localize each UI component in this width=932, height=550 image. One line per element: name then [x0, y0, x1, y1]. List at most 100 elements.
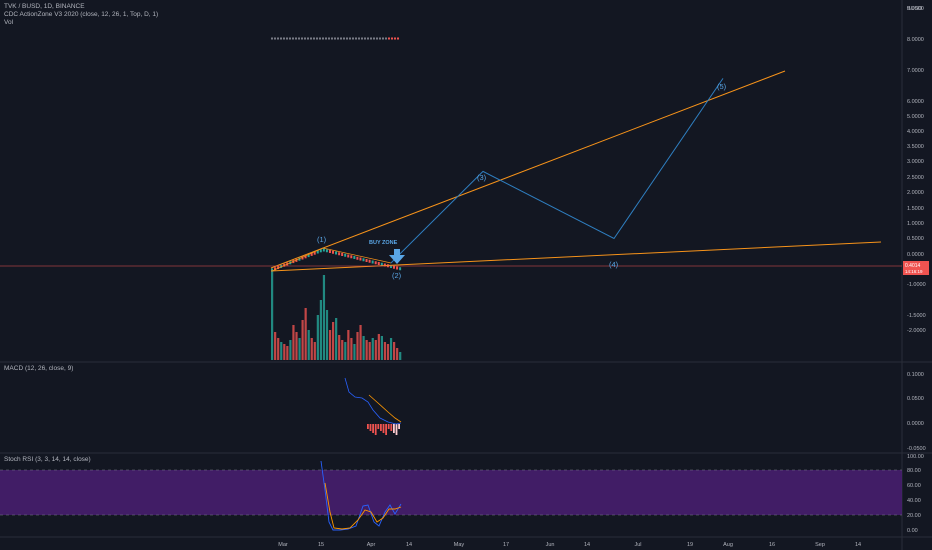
volume-bar — [295, 332, 298, 360]
volume-bar — [277, 338, 280, 360]
time-tick-label: 16 — [769, 542, 775, 548]
volume-bar — [310, 338, 313, 360]
price-tag-countdown: 14:16:19 — [905, 269, 923, 274]
signal-dot — [397, 37, 399, 40]
candle — [325, 249, 328, 253]
price-tick-label: 9.0000 — [907, 6, 924, 12]
volume-bar — [325, 310, 329, 360]
volume-bar — [344, 342, 347, 360]
wave-label-3: (3) — [477, 173, 487, 182]
volume-bar — [341, 340, 344, 360]
volume-bar — [380, 336, 383, 360]
volume-bar — [304, 308, 307, 360]
early-wedge-lines — [271, 247, 392, 272]
signal-dot — [355, 37, 357, 40]
candle — [277, 266, 280, 270]
legend-stoch[interactable]: Stoch RSI (3, 3, 14, 14, close) — [4, 456, 91, 463]
stoch-tick-label: 20.00 — [907, 513, 921, 519]
candle — [313, 251, 316, 255]
price-tick-label: 4.0000 — [907, 129, 924, 135]
legend-indicator[interactable]: CDC ActionZone V3 2020 (close, 12, 26, 1… — [4, 11, 159, 18]
buy-zone-arrow-icon — [389, 249, 405, 264]
macd-histogram-bar — [377, 424, 380, 429]
candle — [271, 268, 273, 272]
signal-dot — [352, 37, 354, 40]
price-tick-label: 0.0000 — [907, 252, 924, 258]
stoch-tick-label: 40.00 — [907, 498, 921, 504]
candle — [301, 256, 304, 260]
candle — [295, 258, 298, 262]
price-tick-label: 8.0000 — [907, 37, 924, 43]
candle — [347, 254, 350, 258]
legend-symbol[interactable]: TVK / BUSD, 1D, BINANCE — [4, 3, 85, 10]
price-tick-label: 7.0000 — [907, 68, 924, 74]
candle — [368, 259, 371, 263]
macd-histogram-bar — [382, 424, 385, 433]
candle — [274, 267, 277, 271]
price-tick-label: 5.0000 — [907, 114, 924, 120]
signal-dot — [307, 37, 309, 40]
volume-bar — [371, 338, 374, 360]
signal-dot — [385, 37, 387, 40]
signal-dot — [319, 37, 321, 40]
time-tick-label: 14 — [855, 542, 861, 548]
price-tag-value: 0.4014 — [905, 263, 921, 269]
signal-dot — [286, 37, 288, 40]
volume-bar — [271, 270, 274, 360]
price-tick-label: 2.0000 — [907, 190, 924, 196]
macd-histogram-bar — [380, 424, 382, 431]
signal-dot — [343, 37, 345, 40]
volume-bar — [316, 315, 319, 360]
signal-dot — [310, 37, 312, 40]
signal-dot — [391, 37, 393, 40]
candle — [338, 252, 341, 256]
candle — [335, 251, 338, 255]
candle — [316, 250, 319, 254]
macd-histogram — [367, 424, 400, 435]
stoch-rsi-k-line — [320, 460, 402, 531]
macd-histogram-bar — [369, 424, 372, 431]
volume-bar — [377, 334, 380, 360]
macd-tick-label: 0.1000 — [907, 372, 924, 378]
signal-dot — [394, 37, 396, 40]
macd-histogram-bar — [372, 424, 374, 433]
wave-label-2: (2) — [392, 271, 402, 280]
candle — [365, 259, 368, 262]
price-tick-label: -2.0000 — [907, 328, 926, 334]
wave-label-4: (4) — [609, 260, 619, 269]
volume-bar — [359, 325, 362, 360]
stoch-rsi-band — [0, 470, 902, 515]
price-tick-label: 3.5000 — [907, 144, 924, 150]
legend-volume[interactable]: Vol — [4, 19, 14, 26]
stoch-rsi-d-line — [324, 482, 402, 530]
signal-dot — [379, 37, 381, 40]
candle — [356, 256, 359, 260]
candle — [319, 249, 322, 253]
volume-bar — [353, 344, 356, 360]
time-tick-label: Aug — [723, 542, 733, 548]
macd-histogram-bar — [385, 424, 387, 435]
price-tick-label: 0.5000 — [907, 236, 924, 242]
time-tick-label: Sep — [815, 542, 825, 548]
signal-dot — [325, 37, 327, 40]
macd-histogram-bar — [390, 424, 393, 431]
macd-legend: MACD (12, 26, close, 9) — [4, 365, 73, 373]
candle — [344, 253, 347, 257]
signal-dot — [376, 37, 378, 40]
volume-bar — [283, 344, 286, 360]
macd-line — [344, 377, 402, 425]
legend-macd[interactable]: MACD (12, 26, close, 9) — [4, 365, 74, 372]
signal-dot — [370, 37, 372, 40]
price-tick-label: 3.0000 — [907, 159, 924, 165]
volume-bar — [301, 320, 304, 360]
signal-dot — [304, 37, 306, 40]
volume-bar — [328, 330, 332, 360]
time-tick-label: 17 — [503, 542, 509, 548]
wave-label-5: (5) — [717, 82, 727, 91]
signal-dot — [364, 37, 366, 40]
signal-dot — [277, 37, 279, 40]
price-tick-label: 1.5000 — [907, 206, 924, 212]
volume-bar — [274, 332, 277, 360]
buy-zone-label: BUY ZONE — [369, 240, 398, 246]
